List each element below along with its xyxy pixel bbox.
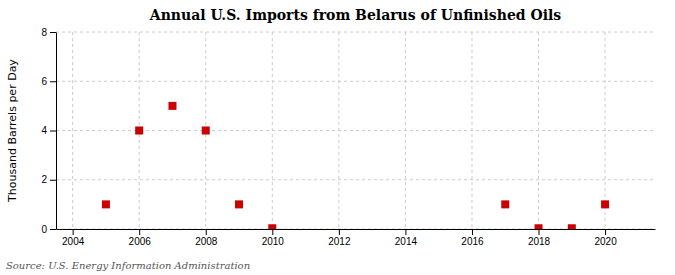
tick: 2014	[395, 229, 418, 247]
tick: 6	[41, 76, 56, 87]
points	[102, 102, 609, 229]
x-axis: 2004 2006 2008 2010 2012 2014 2016 2018 2020	[57, 229, 656, 247]
tick-label: 2014	[395, 236, 418, 247]
grid-line	[56, 32, 655, 33]
tick-mark	[339, 229, 340, 235]
axis-line	[56, 33, 57, 230]
tick: 2004	[62, 229, 85, 247]
tick-mark	[50, 131, 56, 132]
chart: 2004 2006 2008 2010 2012 2014 2016 2018 2020 0 2 4 6…	[0, 0, 675, 275]
tick-mark	[405, 229, 406, 235]
tick: 4	[41, 125, 56, 136]
tick: 2	[41, 174, 56, 185]
tick-label: 2016	[461, 236, 484, 247]
tick-mark	[272, 229, 273, 235]
title: Annual U.S. Imports from Belarus of Unfi…	[149, 7, 562, 23]
tick-label: 4	[41, 125, 47, 136]
axis-line	[57, 229, 656, 230]
tick-mark	[605, 229, 606, 235]
grid-line	[72, 32, 73, 229]
tick: 8	[41, 27, 56, 38]
tick-label: 0	[41, 224, 47, 235]
tick-mark	[50, 32, 56, 33]
grid-line	[56, 130, 655, 131]
tick: 2018	[528, 229, 551, 247]
y-axis: 0 2 4 6 8	[41, 27, 56, 235]
tick-label: 8	[41, 27, 47, 38]
tick-mark	[472, 229, 473, 235]
point	[501, 200, 509, 208]
tick-label: 2004	[62, 236, 85, 247]
point	[235, 200, 243, 208]
tick-mark	[50, 81, 56, 82]
tick-label: 2008	[195, 236, 218, 247]
tick: 2010	[262, 229, 285, 247]
tick-label: 2006	[129, 236, 152, 247]
tick: 2006	[129, 229, 152, 247]
tick: 0	[41, 224, 56, 235]
tick-mark	[73, 229, 74, 235]
point	[168, 102, 176, 110]
point	[135, 127, 143, 135]
tick-label: 2012	[328, 236, 351, 247]
point	[202, 127, 210, 135]
point	[268, 224, 276, 229]
tick-label: 2020	[594, 236, 617, 247]
tick: 2020	[594, 229, 617, 247]
plot-area: 2004 2006 2008 2010 2012 2014 2016 2018 2020 0 2 4 6…	[41, 27, 655, 247]
point	[535, 224, 543, 229]
tick-mark	[539, 229, 540, 235]
tick-mark	[50, 229, 56, 230]
tick-label: 2010	[262, 236, 285, 247]
grid-line	[56, 229, 655, 230]
tick-label: 6	[41, 76, 47, 87]
tick: 2012	[328, 229, 351, 247]
tick-mark	[206, 229, 207, 235]
annotation: Source: U.S. Energy Information Administ…	[6, 260, 250, 271]
grid-line	[56, 81, 655, 82]
tick-mark	[139, 229, 140, 235]
tick-label: 2018	[528, 236, 551, 247]
grid	[56, 32, 655, 229]
y-axis-title: Thousand Barrels per Day	[6, 59, 19, 203]
grid-line	[56, 179, 655, 180]
tick-label: 2	[41, 174, 47, 185]
point	[568, 224, 576, 229]
tick-mark	[50, 180, 56, 181]
tick: 2008	[195, 229, 218, 247]
point	[102, 200, 110, 208]
tick: 2016	[461, 229, 484, 247]
point	[601, 200, 609, 208]
